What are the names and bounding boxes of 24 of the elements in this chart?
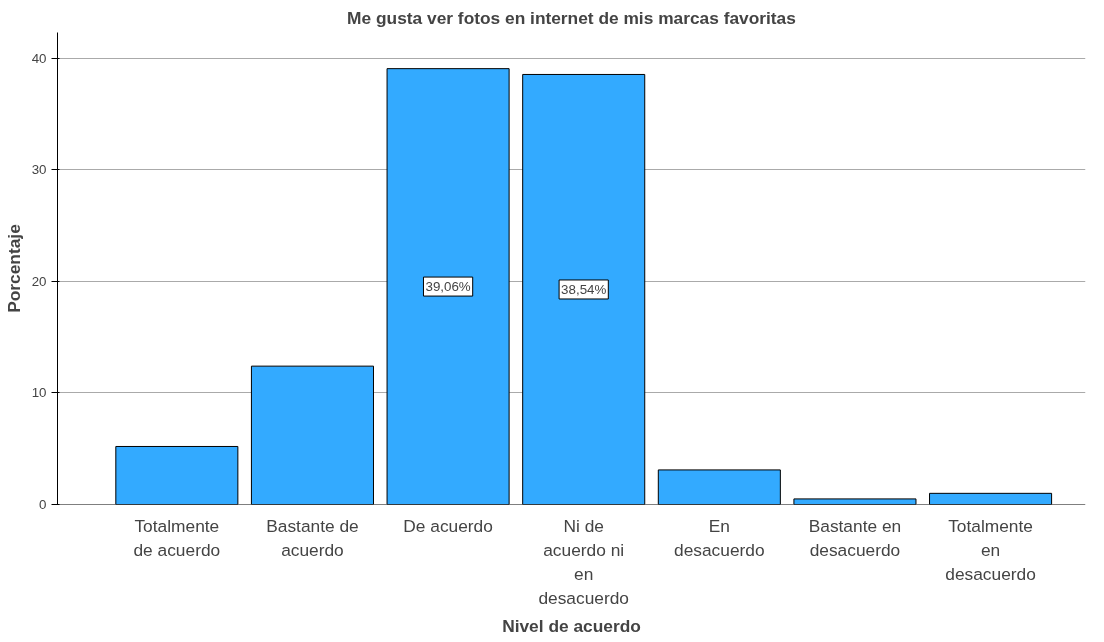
- y-tick-label: 30: [31, 162, 47, 178]
- y-tick-label: 0: [39, 497, 47, 512]
- x-tick-label: De acuerdo: [403, 515, 493, 536]
- bar: [793, 498, 917, 505]
- bar: [386, 68, 510, 505]
- y-tick-label: 10: [31, 385, 47, 401]
- x-tick-label: Bastante en desacuerdo: [808, 515, 902, 560]
- x-tick-label: En desacuerdo: [674, 515, 765, 560]
- x-tick-label: Totalmente en desacuerdo: [945, 515, 1036, 584]
- bar: [250, 365, 374, 505]
- x-tick-label: Bastante de acuerdo: [266, 515, 359, 560]
- y-axis-title: Porcentaje: [3, 223, 24, 313]
- bar: [115, 445, 239, 505]
- bar: [522, 73, 646, 505]
- data-label: 38,54%: [561, 281, 607, 297]
- bar: [657, 469, 781, 505]
- y-tick-label: 40: [31, 50, 47, 66]
- data-label: 39,06%: [425, 279, 471, 295]
- y-tick-label: 20: [31, 273, 47, 289]
- chart-title: Me gusta ver fotos en internet de mis marcas favoritas: [347, 7, 796, 28]
- bar: [929, 492, 1053, 505]
- x-tick-label: Totalmente de acuerdo: [133, 515, 221, 560]
- x-axis-title: Nivel de acuerdo: [502, 615, 641, 636]
- x-tick-label: Ni de acuerdo ni en desacuerdo: [538, 515, 629, 608]
